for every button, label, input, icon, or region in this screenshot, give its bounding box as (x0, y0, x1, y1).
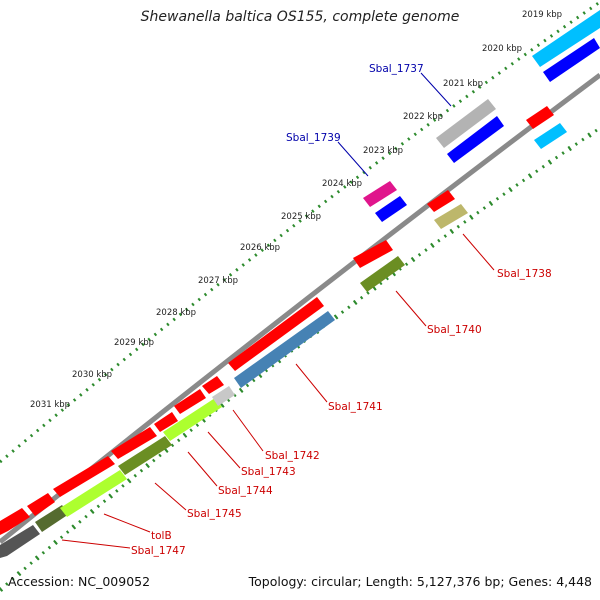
gene-sbal-1744-rev[interactable] (118, 436, 172, 475)
gene-label-sbal-1738[interactable]: Sbal_1738 (497, 268, 552, 280)
gene-fwd-3[interactable] (53, 456, 115, 497)
gene-label-sbal-1741[interactable]: Sbal_1741 (328, 401, 383, 413)
gene-rev-13[interactable] (543, 38, 600, 82)
gene-fwd-12[interactable] (526, 106, 554, 129)
tick-label: 2026 kbp (240, 243, 280, 253)
gene-label-sbal-1747[interactable]: Sbal_1747 (131, 545, 186, 557)
gene-fwd-5[interactable] (154, 412, 178, 432)
forward-genes (0, 10, 600, 535)
tick-label: 2019 kbp (522, 10, 562, 20)
leader-lines (61, 72, 495, 549)
gene-sbal-1747-rev[interactable] (0, 525, 40, 558)
leader-sbal-1737 (420, 72, 452, 107)
gene-sbal-1740-rev[interactable] (360, 256, 405, 292)
gene-sbal-1739-fwd[interactable] (363, 181, 397, 207)
gene-fwd-2[interactable] (27, 493, 55, 516)
gene-sbal-1747-fwd[interactable] (0, 508, 30, 535)
tick-label: 2024 kbp (322, 179, 362, 189)
scale-ticks-inner (0, 125, 600, 592)
gene-sbal-1739-rev[interactable] (375, 196, 407, 222)
gene-sbal-1741-rev[interactable] (234, 311, 335, 388)
genome-summary-text: Topology: circular; Length: 5,127,376 bp… (248, 574, 592, 589)
gene-sbal-1737-rev[interactable] (447, 116, 504, 163)
gene-sbal-1741-fwd[interactable] (228, 297, 324, 371)
tick-label: 2025 kbp (281, 212, 321, 222)
leader-sbal-1741 (295, 363, 328, 403)
gene-sbal-1738-fwd[interactable] (427, 190, 455, 212)
accession-text: Accession: NC_009052 (8, 574, 151, 589)
gene-sbal-1742-rev[interactable] (212, 386, 235, 406)
tick-label: 2022 kbp (403, 112, 443, 122)
leader-sbal-1743 (207, 431, 241, 469)
leader-sbal-1744 (187, 451, 218, 487)
gene-label-sbal-1745[interactable]: Sbal_1745 (187, 508, 242, 520)
leader-sbal-1738 (462, 233, 495, 271)
tick-label: 2028 kbp (156, 308, 196, 318)
tick-label: 2021 kbp (443, 79, 483, 89)
gene-sbal-1737-fwd[interactable] (436, 99, 496, 148)
leader-tolb (103, 513, 151, 533)
gene-fwd-13[interactable] (532, 10, 600, 67)
scale-track-inner (0, 126, 600, 592)
gene-fwd-7[interactable] (202, 376, 224, 394)
tick-label: 2030 kbp (72, 370, 112, 380)
tick-label: 2023 kbp (363, 146, 403, 156)
leader-sbal-1742 (232, 409, 264, 452)
gene-sbal-1740-fwd[interactable] (353, 240, 393, 268)
gene-sbal-1745-rev[interactable] (60, 470, 127, 517)
map-title: Shewanella baltica OS155, complete genom… (140, 9, 460, 25)
gene-label-sbal-1744[interactable]: Sbal_1744 (218, 485, 273, 497)
gene-label-tolb[interactable]: tolB (151, 530, 172, 542)
gene-labels: Sbal_1737 Sbal_1738 Sbal_1739 Sbal_1740 … (131, 63, 552, 557)
scale-track-outer (0, 0, 600, 464)
gene-fwd-6[interactable] (174, 389, 206, 414)
tick-label: 2029 kbp (114, 338, 154, 348)
gene-rev-12[interactable] (534, 123, 567, 149)
reverse-genes (0, 38, 600, 558)
gene-label-sbal-1742[interactable]: Sbal_1742 (265, 450, 320, 462)
leader-sbal-1740 (395, 290, 427, 327)
gene-sbal-1743-rev[interactable] (163, 398, 222, 441)
gene-label-sbal-1740[interactable]: Sbal_1740 (427, 324, 482, 336)
leader-sbal-1745 (154, 482, 187, 511)
tick-label: 2031 kbp (30, 400, 70, 410)
gene-label-sbal-1739[interactable]: Sbal_1739 (286, 132, 341, 144)
tick-label: 2020 kbp (482, 44, 522, 54)
gene-sbal-1738-rev[interactable] (434, 204, 468, 229)
tick-labels: 2019 kbp 2020 kbp 2021 kbp 2022 kbp 2023… (30, 10, 562, 410)
leader-sbal-1739 (337, 141, 369, 177)
gene-tolb-rev[interactable] (35, 505, 69, 532)
gene-label-sbal-1743[interactable]: Sbal_1743 (241, 466, 296, 478)
tick-label: 2027 kbp (198, 276, 238, 286)
gene-fwd-4[interactable] (111, 427, 157, 459)
gene-label-sbal-1737[interactable]: Sbal_1737 (369, 63, 424, 75)
leader-sbal-1747 (61, 539, 131, 549)
